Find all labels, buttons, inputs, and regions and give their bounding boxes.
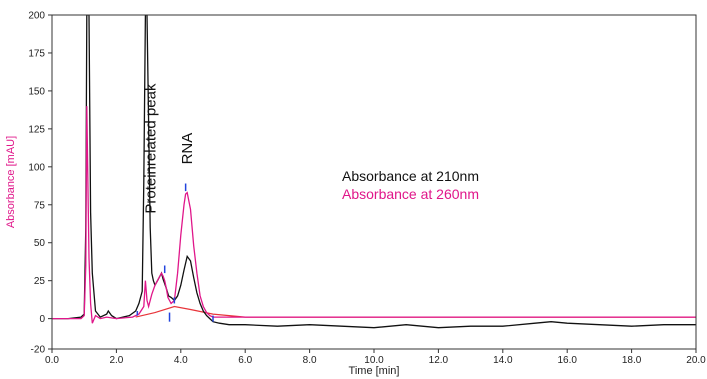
y-tick-label: 100 <box>28 162 45 173</box>
y-tick-label: 200 <box>28 11 45 22</box>
x-tick-label: 4.0 <box>174 355 188 366</box>
plot-area <box>52 15 696 329</box>
x-tick-label: 18.0 <box>622 355 642 366</box>
x-tick-label: 2.0 <box>109 355 123 366</box>
y-tick-label: 175 <box>28 48 45 59</box>
x-axis-label: Time [min] <box>349 365 400 377</box>
legend-entry-210nm: Absorbance at 210nm <box>342 168 479 184</box>
x-tick-label: 6.0 <box>238 355 252 366</box>
y-axis-label: Absorbance [mAU] <box>5 136 17 228</box>
x-tick-label: 20.0 <box>686 355 706 366</box>
integration-markers <box>136 183 214 322</box>
x-tick-label: 0.0 <box>45 355 59 366</box>
x-tick-label: 16.0 <box>557 355 577 366</box>
annotation-rna: RNA <box>179 133 196 165</box>
plot-background <box>52 15 696 349</box>
y-tick-label: -20 <box>31 345 46 356</box>
x-tick-label: 10.0 <box>364 355 384 366</box>
x-tick-label: 12.0 <box>429 355 449 366</box>
x-tick-label: 8.0 <box>303 355 317 366</box>
y-tick-label: 125 <box>28 124 45 135</box>
plot-frame <box>51 14 697 350</box>
annotation-protein-peak: Proteinrelated peak <box>142 83 159 214</box>
y-tick-label: 150 <box>28 86 45 97</box>
x-tick-label: 14.0 <box>493 355 513 366</box>
y-tick-label: 50 <box>34 238 46 249</box>
y-tick-label: 75 <box>34 200 46 211</box>
legend-entry-260nm: Absorbance at 260nm <box>342 186 479 202</box>
series-line-260nm <box>52 106 696 324</box>
ticks-layer: 0.0 2.0 4.0 6.0 8.0 10.0 12.0 14.0 16.0 18.0 20.0 -… <box>28 11 706 367</box>
series-line-210nm <box>52 15 696 329</box>
y-tick-label: 0 <box>39 314 45 325</box>
y-tick-label: 25 <box>34 276 46 287</box>
legend: Absorbance at 210nm Absorbance at 260nm <box>342 168 479 202</box>
